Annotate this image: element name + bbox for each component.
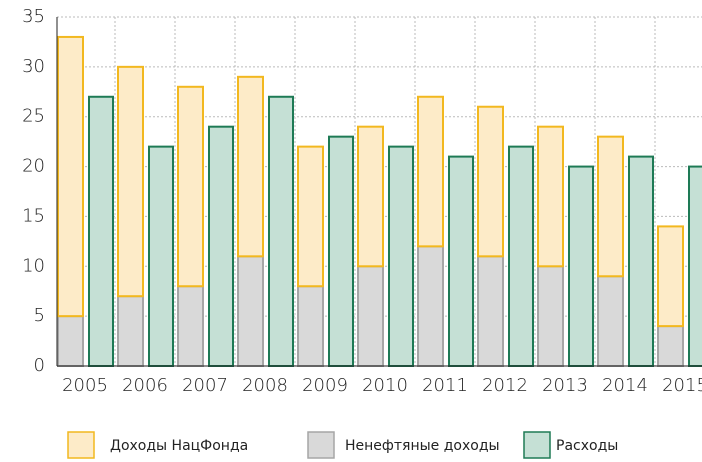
x-tick-label: 2008: [242, 375, 288, 396]
legend-swatch: [523, 431, 551, 459]
bar-segment: [417, 95, 444, 248]
legend-label: Расходы: [556, 438, 618, 454]
bar: [688, 165, 702, 367]
x-tick-label: 2015: [662, 375, 702, 396]
x-tick-label: 2014: [602, 375, 648, 396]
bar-segment: [477, 255, 504, 368]
legend-label: Ненефтяные доходы: [345, 438, 500, 454]
x-tick-label: 2009: [302, 375, 348, 396]
x-tick-label: 2013: [542, 375, 588, 396]
x-tick-label: 2012: [482, 375, 528, 396]
bar-segment: [357, 125, 384, 268]
bar-segment: [57, 315, 84, 367]
y-tick-label: 25: [22, 106, 45, 127]
bar-segment: [657, 225, 684, 328]
y-tick-label: 5: [34, 305, 45, 326]
bar-segment: [297, 285, 324, 368]
bar-segment: [657, 325, 684, 368]
bar-segment: [57, 35, 84, 318]
bar: [88, 95, 114, 368]
bar: [268, 95, 294, 368]
y-tick-label: 35: [22, 6, 45, 27]
legend-label: Доходы НацФонда: [110, 438, 248, 454]
bar: [388, 145, 414, 367]
bar: [568, 165, 594, 367]
x-tick-label: 2007: [182, 375, 228, 396]
bar-segment: [117, 65, 144, 298]
bar-segment: [357, 265, 384, 367]
bar-segment: [417, 245, 444, 367]
legend-swatch: [307, 431, 335, 459]
y-tick-label: 20: [22, 156, 45, 177]
bar-segment: [477, 105, 504, 258]
bar: [448, 155, 474, 367]
x-tick-label: 2005: [62, 375, 108, 396]
bar-segment: [597, 275, 624, 367]
y-tick-label: 0: [34, 355, 45, 376]
bar-segment: [537, 125, 564, 268]
bar: [148, 145, 174, 367]
y-tick-label: 10: [22, 255, 45, 276]
bar-segment: [597, 135, 624, 278]
x-tick-label: 2010: [362, 375, 408, 396]
bar: [628, 155, 654, 367]
bar: [328, 135, 354, 367]
bar: [208, 125, 234, 367]
y-tick-label: 15: [22, 205, 45, 226]
x-tick-label: 2006: [122, 375, 168, 396]
bar-segment: [237, 75, 264, 258]
bar-segment: [297, 145, 324, 288]
x-tick-label: 2011: [422, 375, 468, 396]
bar-segment: [537, 265, 564, 367]
bar-segment: [177, 285, 204, 368]
bar-segment: [237, 255, 264, 368]
bar-segment: [117, 295, 144, 368]
bar-segment: [177, 85, 204, 288]
legend-swatch: [67, 431, 95, 459]
bar: [508, 145, 534, 367]
y-tick-label: 30: [22, 56, 45, 77]
